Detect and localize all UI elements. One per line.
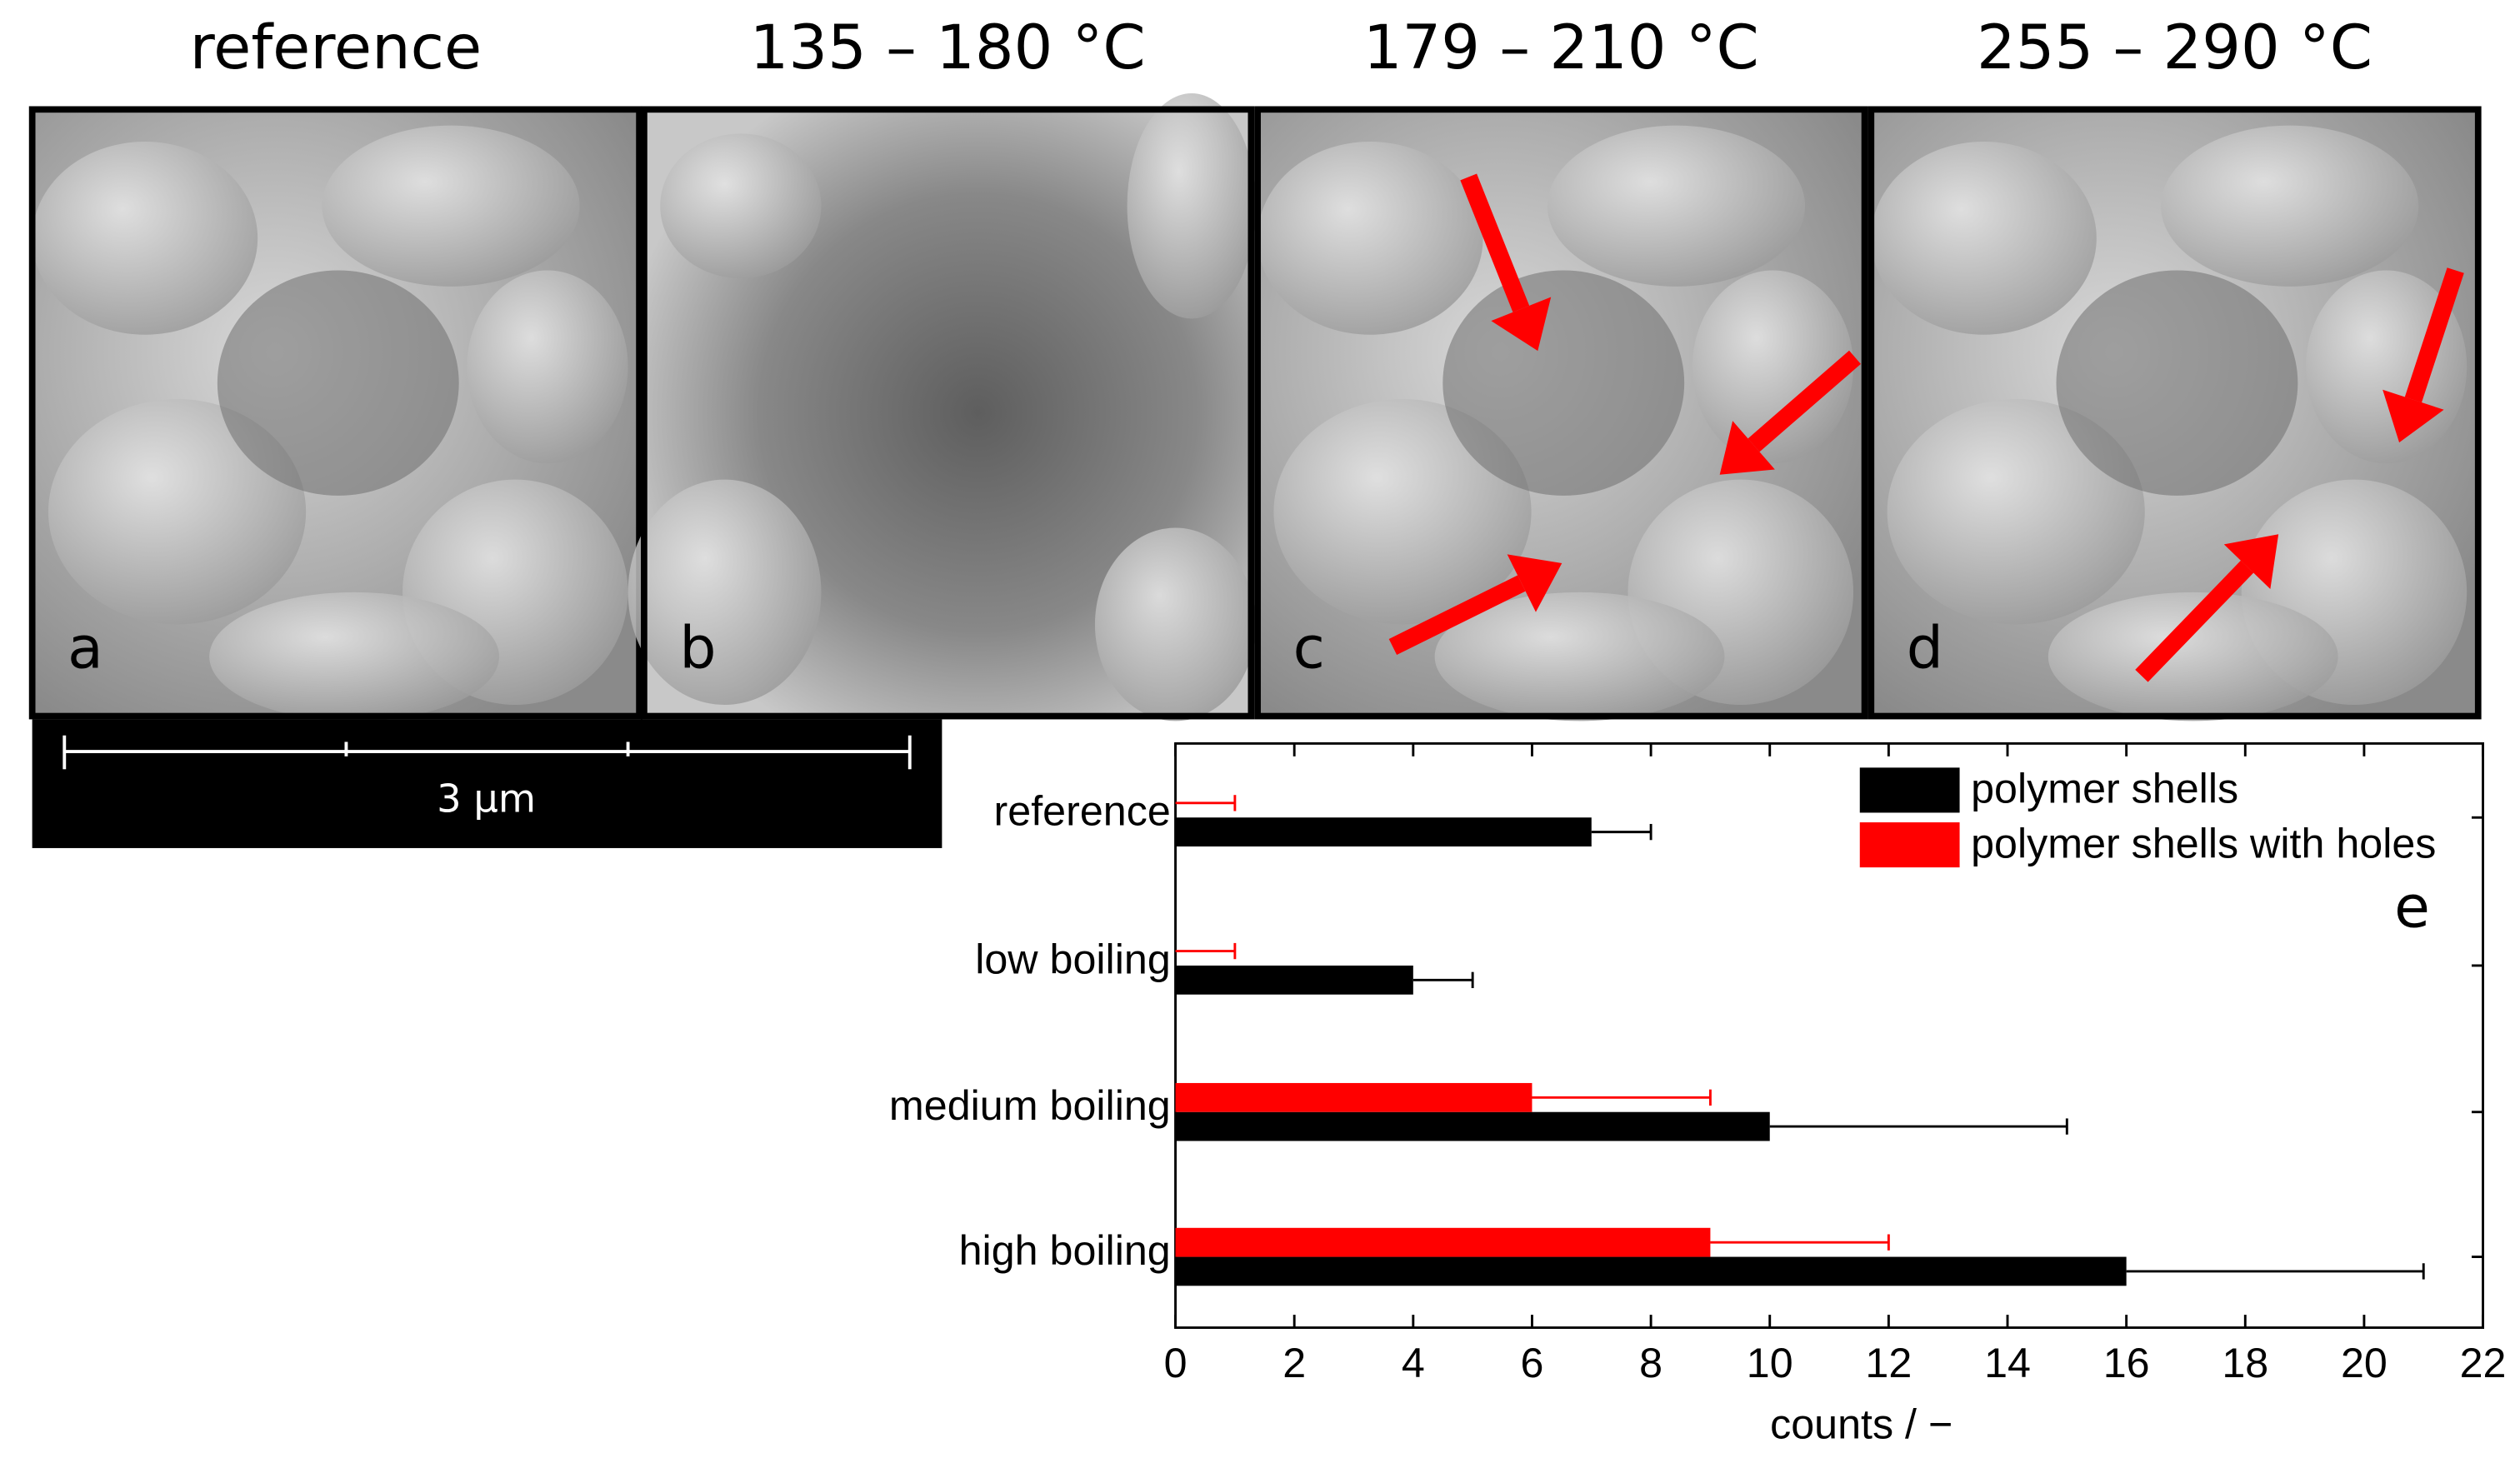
sem-grain (1887, 399, 2145, 625)
arrow-head (2223, 534, 2279, 590)
y-tick-label: medium boiling (889, 1082, 1171, 1129)
sem-shell (2056, 270, 2298, 496)
sem-grain (32, 141, 258, 335)
bar (1175, 965, 1413, 995)
sem-grain (1094, 527, 1257, 722)
scale-bar-label: 3 µm (437, 776, 536, 821)
sem-grain (1692, 270, 1854, 464)
y-tick-label: low boiling (975, 936, 1171, 982)
x-tick-label: 0 (1164, 1340, 1188, 1386)
x-tick-label: 10 (1747, 1340, 1793, 1386)
panel-title: 255 – 290 °C (1977, 12, 2372, 83)
bar-chart: 0 2 4 6 8 10 12 14 16 18 20 22 counts / − reference lo… (889, 741, 2507, 1448)
error-bar (1412, 971, 1474, 988)
x-tick-label: 18 (2222, 1340, 2268, 1386)
sem-image (1254, 106, 1868, 722)
arrow-head (1507, 554, 1562, 612)
x-axis-title: counts / − (1770, 1401, 1952, 1448)
sem-image (1868, 106, 2482, 722)
x-tick-label: 6 (1520, 1340, 1543, 1386)
scale-bar: 3 µm (32, 719, 942, 848)
bar (1175, 1227, 1711, 1257)
arrow-shaft (1388, 575, 1526, 656)
sem-grain (1127, 93, 1257, 319)
arrow-head (2382, 389, 2444, 443)
x-tick-label: 14 (1984, 1340, 2031, 1386)
error-bar (1532, 1089, 1712, 1106)
error-bar (2126, 1263, 2425, 1280)
arrow-shaft (2135, 560, 2254, 682)
error-bar (1769, 1118, 2068, 1135)
sem-grain (1547, 125, 1806, 287)
sem-grain (1273, 399, 1532, 625)
sem-grain (2048, 592, 2338, 722)
sem-grain (322, 125, 580, 287)
arrow-head (1491, 297, 1552, 352)
x-tick-label: 2 (1282, 1340, 1306, 1386)
panel-letter: a (68, 614, 103, 682)
sem-image (628, 93, 1257, 722)
arrow-shaft (2404, 267, 2464, 403)
arrow-shaft (1748, 350, 1861, 452)
sem-grain (209, 592, 500, 722)
panel-letter: e (2394, 873, 2430, 941)
legend-swatch (1859, 767, 1960, 813)
sem-frame (641, 106, 1255, 720)
legend-label: polymer shells (1971, 766, 2238, 812)
panel-title: reference (190, 12, 482, 83)
arrow-shaft (1460, 173, 1530, 312)
legend-swatch (1859, 822, 1960, 868)
y-tick-label: reference (994, 788, 1171, 835)
sem-grain (1258, 141, 1483, 335)
panel-title: 135 – 180 °C (750, 12, 1146, 83)
sem-image (28, 106, 642, 722)
sem-grain (467, 270, 628, 464)
sem-frame (1868, 106, 2482, 720)
x-tick-label: 8 (1639, 1340, 1662, 1386)
x-tick-label: 16 (2103, 1340, 2150, 1386)
panel-letter: c (1293, 614, 1325, 682)
panel-letter: d (1907, 614, 1943, 682)
error-bar (1175, 942, 1237, 960)
x-tick-label: 20 (2341, 1340, 2388, 1386)
error-bar (1175, 795, 1237, 811)
legend-label: polymer shells with holes (1971, 820, 2436, 866)
bar (1175, 1111, 1770, 1141)
bar (1175, 1256, 2127, 1286)
bar (1175, 1082, 1532, 1112)
arrow-head (1719, 421, 1775, 475)
sem-grain (660, 133, 822, 279)
sem-grain (2161, 125, 2419, 287)
sem-grain (628, 479, 822, 706)
sem-frame (28, 106, 642, 720)
y-tick-label: high boiling (959, 1227, 1171, 1274)
panel-letter: b (679, 614, 716, 682)
x-tick-label: 4 (1402, 1340, 1425, 1386)
sem-shell (1442, 270, 1685, 496)
sem-panels: reference a 135 – 180 °C b 179 – 210 °C c 255 … (28, 12, 2482, 722)
panel-title: 179 – 210 °C (1363, 12, 1759, 83)
sem-grain (1434, 592, 1725, 722)
bar (1175, 817, 1592, 847)
sem-frame (1254, 106, 1868, 720)
sem-shell (217, 270, 459, 496)
sem-grain (1871, 141, 2097, 335)
x-tick-label: 22 (2460, 1340, 2507, 1386)
error-bar (1710, 1234, 1890, 1251)
x-tick-label: 12 (1865, 1340, 1912, 1386)
plot-frame (1174, 741, 2485, 1329)
error-bar (1591, 823, 1652, 841)
sem-grain (48, 399, 307, 625)
